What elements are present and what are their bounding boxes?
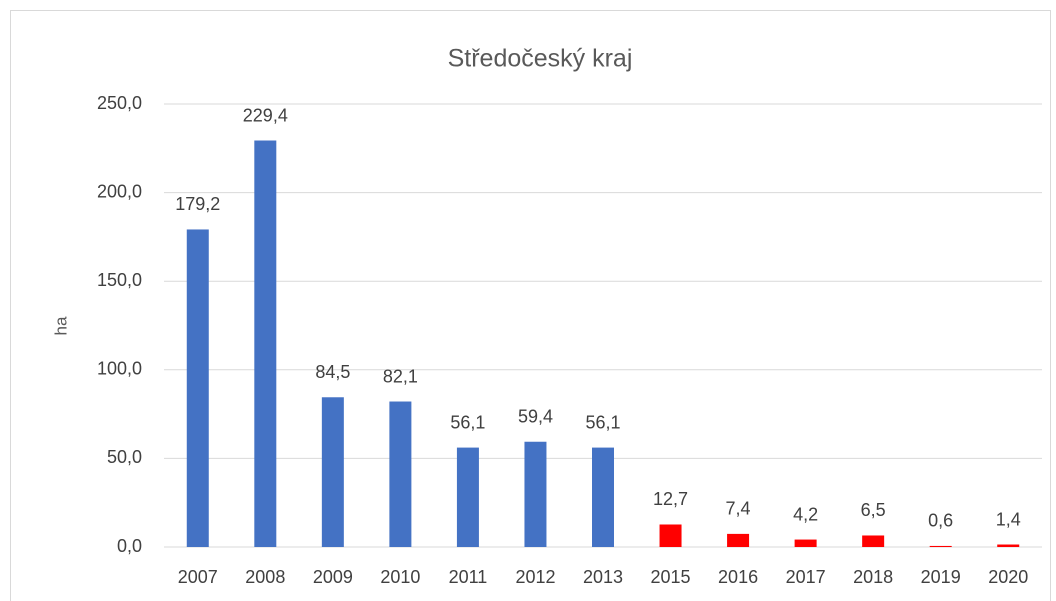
x-tick-label: 2010	[380, 567, 420, 587]
x-tick-label: 2016	[718, 567, 758, 587]
data-label: 4,2	[793, 504, 818, 524]
x-tick-label: 2009	[313, 567, 353, 587]
x-tick-label: 2013	[583, 567, 623, 587]
data-label: 56,1	[450, 412, 485, 432]
data-label: 179,2	[175, 194, 220, 214]
x-tick-label: 2018	[853, 567, 893, 587]
data-label: 82,1	[383, 366, 418, 386]
y-tick-label: 0,0	[117, 536, 142, 556]
y-tick-label: 200,0	[97, 181, 142, 201]
bar	[389, 401, 412, 547]
bar	[592, 447, 614, 547]
x-tick-label: 2015	[651, 567, 691, 587]
data-label: 229,4	[243, 105, 288, 125]
bar	[862, 535, 885, 547]
chart-title: Středočeský kraj	[448, 45, 633, 73]
bar	[456, 447, 479, 547]
bar	[254, 140, 277, 547]
y-tick-label: 100,0	[97, 359, 142, 379]
y-tick-label: 50,0	[107, 447, 142, 467]
data-label: 59,4	[518, 406, 553, 426]
x-tick-label: 2007	[178, 567, 218, 587]
x-tick-label: 2019	[921, 567, 961, 587]
bar	[727, 533, 750, 547]
bar	[997, 544, 1020, 547]
data-label: 7,4	[726, 499, 751, 519]
data-label: 1,4	[996, 509, 1021, 529]
x-tick-label: 2017	[786, 567, 826, 587]
bar	[794, 539, 817, 547]
x-tick-label: 2012	[515, 567, 555, 587]
bar	[186, 229, 209, 548]
x-tick-label: 2008	[245, 567, 285, 587]
data-label: 84,5	[315, 362, 350, 382]
data-label: 56,1	[585, 412, 620, 432]
bar	[524, 441, 547, 547]
x-tick-label: 2011	[449, 567, 488, 587]
y-axis-label: ha	[51, 316, 70, 335]
data-label: 0,6	[928, 511, 953, 531]
data-label: 12,7	[653, 489, 688, 509]
y-tick-label: 150,0	[97, 270, 142, 290]
bar	[659, 524, 682, 547]
data-label: 6,5	[861, 500, 886, 520]
x-tick-label: 2020	[988, 567, 1028, 587]
bar	[321, 397, 344, 547]
y-tick-label: 250,0	[97, 93, 142, 113]
bar	[929, 545, 952, 547]
